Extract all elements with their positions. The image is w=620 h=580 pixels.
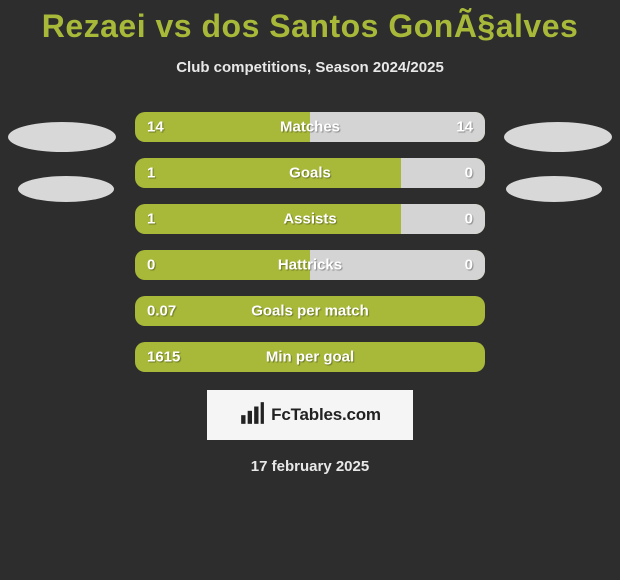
stat-label: Hattricks bbox=[278, 257, 342, 274]
stat-value-right: 0 bbox=[465, 211, 473, 228]
player-left-avatar-placeholder bbox=[8, 122, 116, 152]
stat-value-right: 14 bbox=[456, 119, 473, 136]
brand-text: FcTables.com bbox=[271, 405, 381, 425]
stat-value-right: 0 bbox=[465, 165, 473, 182]
player-right-club-placeholder bbox=[506, 176, 602, 202]
stat-label: Assists bbox=[283, 211, 336, 228]
stat-value-left: 1615 bbox=[147, 349, 180, 366]
date-text: 17 february 2025 bbox=[0, 458, 620, 475]
stat-row: 0.07 Goals per match bbox=[135, 296, 485, 326]
bars-icon bbox=[239, 400, 265, 431]
stat-value-left: 0.07 bbox=[147, 303, 176, 320]
stat-row: 1 Assists 0 bbox=[135, 204, 485, 234]
stat-label: Matches bbox=[280, 119, 340, 136]
stats-container: 14 Matches 14 1 Goals 0 1 Assists 0 0 Hattricks 0 0.… bbox=[135, 112, 485, 372]
stat-row: 1 Goals 0 bbox=[135, 158, 485, 188]
stat-value-right: 0 bbox=[465, 257, 473, 274]
subtitle: Club competitions, Season 2024/2025 bbox=[0, 59, 620, 76]
stat-value-left: 14 bbox=[147, 119, 164, 136]
stat-label: Goals per match bbox=[251, 303, 369, 320]
player-left-club-placeholder bbox=[18, 176, 114, 202]
brand-badge: FcTables.com bbox=[207, 390, 413, 440]
player-right-avatar-placeholder bbox=[504, 122, 612, 152]
stat-row: 14 Matches 14 bbox=[135, 112, 485, 142]
page-title: Rezaei vs dos Santos GonÃ§alves bbox=[0, 0, 620, 45]
stat-row: 1615 Min per goal bbox=[135, 342, 485, 372]
stat-value-left: 1 bbox=[147, 165, 155, 182]
stat-value-left: 0 bbox=[147, 257, 155, 274]
stat-value-left: 1 bbox=[147, 211, 155, 228]
stat-label: Goals bbox=[289, 165, 331, 182]
stat-label: Min per goal bbox=[266, 349, 354, 366]
stat-row: 0 Hattricks 0 bbox=[135, 250, 485, 280]
